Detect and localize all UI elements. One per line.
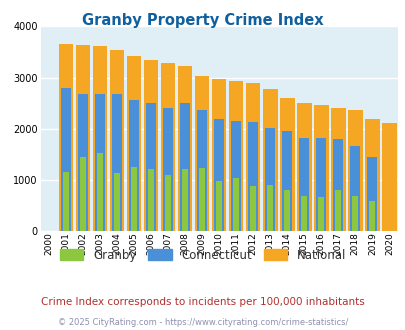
Bar xyxy=(180,103,190,231)
Bar xyxy=(95,94,105,231)
Bar xyxy=(76,45,90,231)
Text: Granby Property Crime Index: Granby Property Crime Index xyxy=(82,13,323,28)
Bar xyxy=(347,110,362,231)
Bar xyxy=(296,103,311,231)
Bar xyxy=(330,108,345,231)
Legend: Granby, Connecticut, National: Granby, Connecticut, National xyxy=(55,244,350,266)
Bar xyxy=(129,100,139,231)
Bar xyxy=(197,110,207,231)
Bar xyxy=(350,146,360,231)
Bar xyxy=(281,131,292,231)
Bar xyxy=(301,196,307,231)
Bar xyxy=(318,197,324,231)
Bar xyxy=(381,122,396,231)
Bar xyxy=(93,46,107,231)
Bar xyxy=(97,153,103,231)
Bar xyxy=(364,119,379,231)
Bar xyxy=(367,157,377,231)
Bar xyxy=(146,103,156,231)
Text: © 2025 CityRating.com - https://www.cityrating.com/crime-statistics/: © 2025 CityRating.com - https://www.city… xyxy=(58,318,347,327)
Bar xyxy=(213,119,224,231)
Bar xyxy=(177,66,192,231)
Bar xyxy=(148,169,154,231)
Bar xyxy=(333,139,343,231)
Bar xyxy=(59,44,73,231)
Bar xyxy=(266,185,273,231)
Bar xyxy=(233,178,239,231)
Bar xyxy=(182,169,188,231)
Bar xyxy=(194,76,209,231)
Bar xyxy=(165,175,171,231)
Bar xyxy=(160,63,175,231)
Bar xyxy=(112,94,122,231)
Bar xyxy=(199,168,205,231)
Bar xyxy=(216,181,222,231)
Bar xyxy=(63,172,69,231)
Bar xyxy=(298,138,309,231)
Bar xyxy=(230,120,241,231)
Bar xyxy=(279,98,294,231)
Bar xyxy=(131,167,137,231)
Bar xyxy=(163,108,173,231)
Bar xyxy=(249,186,256,231)
Bar xyxy=(144,60,158,231)
Bar xyxy=(352,196,358,231)
Bar xyxy=(61,88,71,231)
Bar xyxy=(247,121,258,231)
Bar xyxy=(78,94,88,231)
Bar xyxy=(245,83,260,231)
Bar xyxy=(114,173,120,231)
Text: Crime Index corresponds to incidents per 100,000 inhabitants: Crime Index corresponds to incidents per… xyxy=(41,297,364,307)
Bar xyxy=(262,89,277,231)
Bar xyxy=(369,201,374,231)
Bar xyxy=(335,190,341,231)
Bar xyxy=(110,50,124,231)
Bar xyxy=(313,105,328,231)
Bar xyxy=(284,190,290,231)
Bar xyxy=(264,128,275,231)
Bar xyxy=(80,157,86,231)
Bar xyxy=(228,81,243,231)
Bar xyxy=(315,138,326,231)
Bar xyxy=(211,79,226,231)
Bar xyxy=(127,55,141,231)
